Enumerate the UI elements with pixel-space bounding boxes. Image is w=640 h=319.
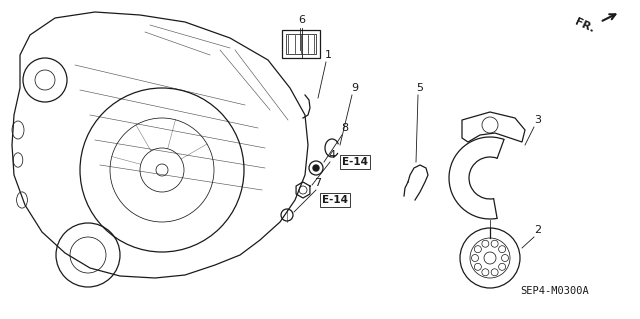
- Text: 2: 2: [534, 225, 541, 235]
- Text: E-14: E-14: [342, 157, 368, 167]
- Text: 9: 9: [351, 83, 358, 93]
- Text: 7: 7: [314, 178, 321, 188]
- Text: E-14: E-14: [322, 195, 348, 205]
- Text: FR.: FR.: [573, 17, 596, 35]
- Text: 4: 4: [328, 150, 335, 160]
- Text: 6: 6: [298, 15, 305, 25]
- Text: 5: 5: [417, 83, 424, 93]
- Text: SEP4-M0300A: SEP4-M0300A: [520, 286, 589, 296]
- Text: 1: 1: [324, 50, 332, 60]
- Circle shape: [313, 165, 319, 171]
- Text: 8: 8: [341, 123, 349, 133]
- Text: 3: 3: [534, 115, 541, 125]
